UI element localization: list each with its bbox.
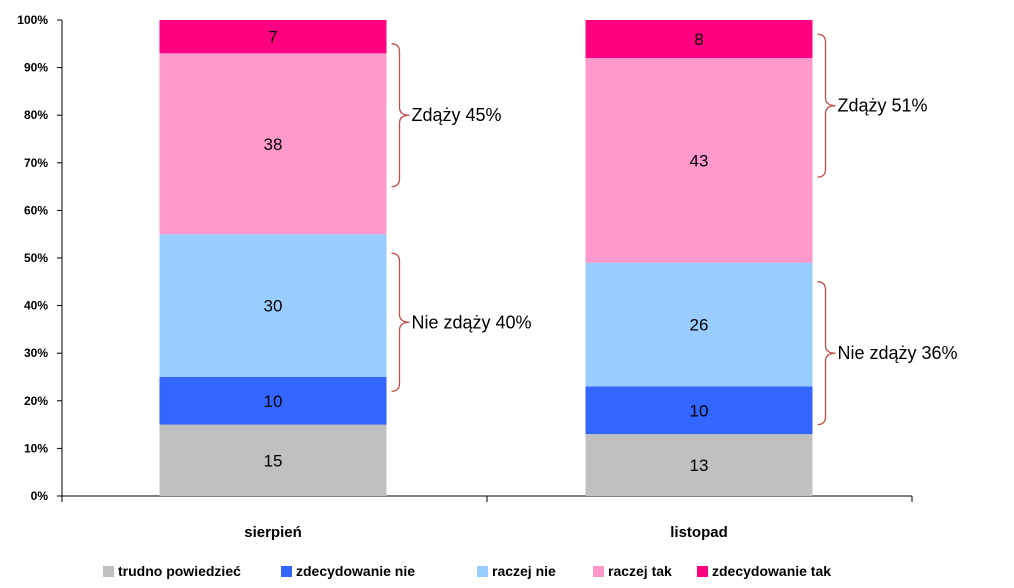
bar-segment: [159, 53, 387, 235]
legend-swatch: [697, 566, 708, 577]
legend-swatch: [593, 566, 604, 577]
y-tick-label: 30%: [24, 346, 48, 360]
chart-axes: 0% 10% 20% 30% 40% 50% 60% 70% 80% 90% 100% sierpie…: [17, 13, 913, 541]
data-label: 10: [690, 401, 709, 420]
bar-segment: [159, 234, 387, 377]
y-tick-label: 90%: [24, 61, 48, 75]
y-tick-label: 50%: [24, 251, 48, 265]
y-tick-label: 0%: [31, 489, 49, 503]
data-label: 38: [264, 135, 283, 154]
bar-segment: [585, 58, 813, 263]
data-label: 8: [694, 30, 703, 49]
chart-bars: 15 10 30 38 7 13 10 26 43 8: [159, 20, 813, 496]
y-tick-label: 10%: [24, 441, 48, 455]
chart-legend: trudno powiedzieć zdecydowanie nie raczej …: [103, 563, 831, 579]
chart-annotations: Zdąży 45% Nie zdąży 40% Zdąży 51% Nie zdąży…: [391, 33, 958, 426]
annotation-label: Zdąży 45%: [412, 105, 502, 125]
legend-swatch: [281, 566, 292, 577]
bar-segment: [585, 20, 813, 59]
y-tick-label: 80%: [24, 108, 48, 122]
legend-label: zdecydowanie nie: [296, 563, 415, 579]
data-label: 10: [264, 392, 283, 411]
legend-label: zdecydowanie tak: [712, 563, 831, 579]
legend-swatch: [477, 566, 488, 577]
y-tick-label: 20%: [24, 394, 48, 408]
bracket-annotation: [817, 281, 836, 426]
legend-swatch: [103, 566, 114, 577]
bar-segment: [585, 262, 813, 387]
y-tick-label: 100%: [17, 13, 48, 27]
bracket-annotation: [817, 33, 836, 178]
data-label: 43: [690, 151, 709, 170]
data-label: 13: [690, 456, 709, 475]
y-tick-label: 70%: [24, 156, 48, 170]
bar-segment: [585, 386, 813, 435]
bar-segment: [159, 377, 387, 425]
x-category-label: sierpień: [244, 524, 302, 541]
y-tick-label: 60%: [24, 203, 48, 217]
bar-segment: [159, 424, 387, 496]
x-category-label: listopad: [670, 524, 728, 541]
legend-label: raczej tak: [608, 563, 672, 579]
annotation-label: Nie zdąży 40%: [412, 312, 532, 332]
y-tick-label: 40%: [24, 299, 48, 313]
bracket-annotation: [391, 252, 410, 392]
legend-label: trudno powiedzieć: [118, 563, 241, 579]
bracket-annotation: [391, 43, 410, 188]
data-label: 7: [268, 28, 277, 47]
data-label: 15: [264, 451, 283, 470]
annotation-label: Zdąży 51%: [838, 96, 928, 116]
annotation-label: Nie zdąży 36%: [838, 343, 958, 363]
bar-segment: [585, 434, 813, 496]
bar-segment: [159, 20, 387, 54]
legend-label: raczej nie: [492, 563, 556, 579]
data-label: 26: [690, 316, 709, 335]
data-label: 30: [264, 297, 283, 316]
